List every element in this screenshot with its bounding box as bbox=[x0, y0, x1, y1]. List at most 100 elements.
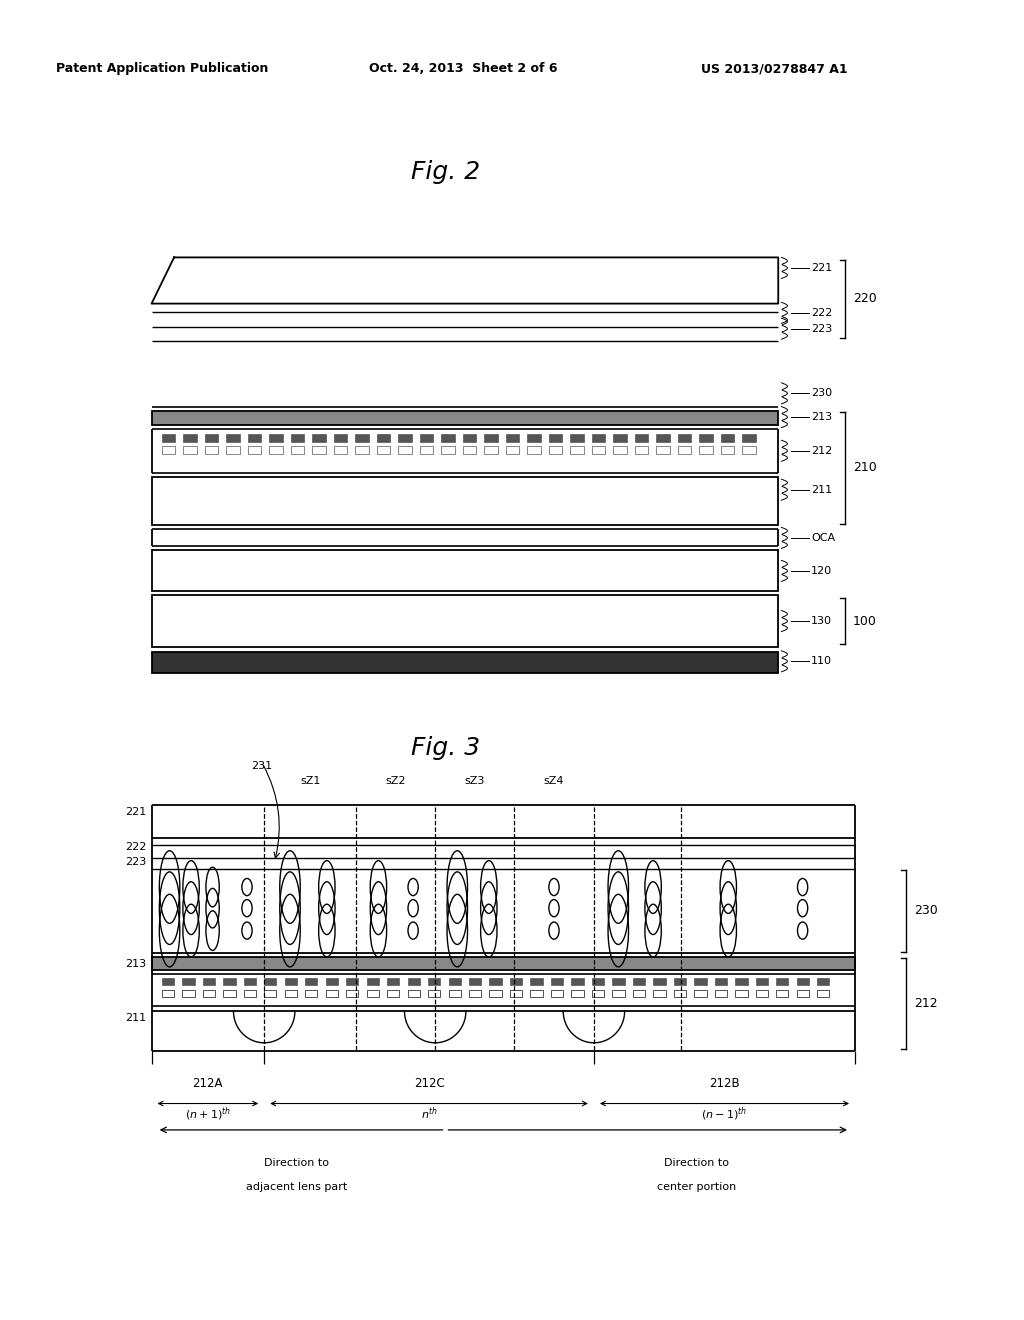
Text: 230: 230 bbox=[811, 388, 833, 399]
Bar bbox=[756, 990, 768, 997]
Bar bbox=[463, 446, 476, 454]
Bar bbox=[715, 978, 727, 985]
Bar bbox=[592, 446, 605, 454]
Bar bbox=[653, 990, 666, 997]
Bar bbox=[152, 550, 778, 591]
Bar bbox=[355, 434, 369, 442]
Bar bbox=[269, 434, 283, 442]
Text: Fig. 2: Fig. 2 bbox=[411, 160, 480, 183]
Bar bbox=[678, 446, 691, 454]
Bar bbox=[463, 434, 476, 442]
Text: 220: 220 bbox=[853, 293, 877, 305]
Text: Fig. 3: Fig. 3 bbox=[411, 737, 480, 760]
Bar bbox=[152, 957, 855, 970]
Bar bbox=[248, 446, 261, 454]
Bar bbox=[510, 990, 522, 997]
Bar bbox=[489, 978, 502, 985]
Bar bbox=[656, 434, 670, 442]
Text: center portion: center portion bbox=[656, 1181, 736, 1192]
Text: 212B: 212B bbox=[710, 1077, 739, 1090]
Text: $(n-1)^{th}$: $(n-1)^{th}$ bbox=[701, 1105, 748, 1123]
Bar bbox=[592, 434, 605, 442]
Bar bbox=[510, 978, 522, 985]
Bar bbox=[377, 434, 390, 442]
Text: 110: 110 bbox=[811, 656, 833, 667]
Bar bbox=[285, 990, 297, 997]
Bar bbox=[551, 990, 563, 997]
Bar bbox=[223, 978, 236, 985]
Bar bbox=[721, 446, 734, 454]
Bar bbox=[398, 446, 412, 454]
Bar bbox=[797, 990, 809, 997]
Bar bbox=[592, 990, 604, 997]
Bar bbox=[377, 446, 390, 454]
Bar bbox=[612, 978, 625, 985]
Text: 212: 212 bbox=[914, 998, 938, 1010]
Text: sZ3: sZ3 bbox=[465, 776, 484, 787]
Bar bbox=[715, 990, 727, 997]
Bar bbox=[326, 978, 338, 985]
Bar bbox=[285, 978, 297, 985]
Bar bbox=[570, 434, 584, 442]
Bar bbox=[305, 978, 317, 985]
Text: Direction to: Direction to bbox=[664, 1158, 729, 1168]
Text: 130: 130 bbox=[811, 616, 833, 626]
Text: adjacent lens part: adjacent lens part bbox=[247, 1181, 347, 1192]
Text: 223: 223 bbox=[125, 857, 146, 867]
Bar bbox=[420, 446, 433, 454]
Text: $n^{th}$: $n^{th}$ bbox=[421, 1106, 437, 1122]
Bar bbox=[367, 990, 379, 997]
Text: US 2013/0278847 A1: US 2013/0278847 A1 bbox=[701, 62, 848, 75]
Bar bbox=[408, 978, 420, 985]
Bar bbox=[571, 990, 584, 997]
Bar bbox=[612, 990, 625, 997]
Bar bbox=[428, 990, 440, 997]
Bar bbox=[653, 978, 666, 985]
Bar bbox=[549, 446, 562, 454]
Bar bbox=[152, 477, 778, 525]
Bar bbox=[527, 434, 541, 442]
Text: 222: 222 bbox=[811, 308, 833, 318]
Bar bbox=[441, 434, 455, 442]
Bar bbox=[592, 978, 604, 985]
Bar bbox=[334, 446, 347, 454]
Bar bbox=[506, 434, 519, 442]
Bar bbox=[183, 434, 197, 442]
Bar bbox=[182, 978, 195, 985]
Bar bbox=[776, 978, 788, 985]
Bar bbox=[613, 446, 627, 454]
Bar bbox=[489, 990, 502, 997]
Bar bbox=[182, 990, 195, 997]
Text: $(n+1)^{th}$: $(n+1)^{th}$ bbox=[185, 1105, 230, 1123]
Bar bbox=[334, 434, 347, 442]
Bar bbox=[449, 978, 461, 985]
Bar bbox=[776, 990, 788, 997]
Bar bbox=[817, 990, 829, 997]
Bar bbox=[398, 434, 412, 442]
Bar bbox=[152, 595, 778, 647]
Bar bbox=[449, 990, 461, 997]
Bar bbox=[428, 978, 440, 985]
Text: 230: 230 bbox=[914, 904, 938, 917]
Bar bbox=[346, 978, 358, 985]
Bar bbox=[613, 434, 627, 442]
Text: 221: 221 bbox=[811, 263, 833, 273]
Bar bbox=[152, 652, 778, 673]
Bar bbox=[678, 434, 691, 442]
Bar bbox=[387, 978, 399, 985]
Bar bbox=[530, 978, 543, 985]
Bar bbox=[346, 990, 358, 997]
Bar bbox=[269, 446, 283, 454]
Bar bbox=[441, 446, 455, 454]
Bar bbox=[484, 446, 498, 454]
Text: sZ1: sZ1 bbox=[300, 776, 321, 787]
Bar bbox=[635, 446, 648, 454]
Bar bbox=[203, 990, 215, 997]
Bar bbox=[469, 990, 481, 997]
Text: Direction to: Direction to bbox=[264, 1158, 330, 1168]
Text: sZ4: sZ4 bbox=[544, 776, 564, 787]
Bar bbox=[571, 978, 584, 985]
Bar bbox=[162, 446, 175, 454]
Bar bbox=[264, 978, 276, 985]
Bar bbox=[530, 990, 543, 997]
